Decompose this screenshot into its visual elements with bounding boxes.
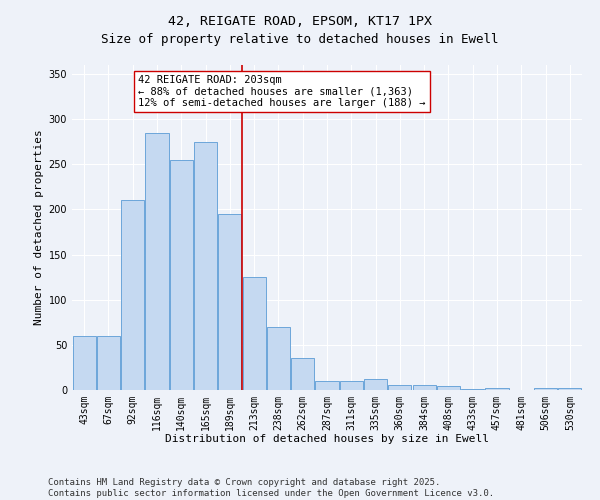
- Bar: [145, 132, 169, 390]
- Bar: [194, 142, 217, 390]
- X-axis label: Distribution of detached houses by size in Ewell: Distribution of detached houses by size …: [165, 434, 489, 444]
- Bar: [388, 384, 412, 390]
- Bar: [485, 388, 509, 390]
- Text: 42 REIGATE ROAD: 203sqm
← 88% of detached houses are smaller (1,363)
12% of semi: 42 REIGATE ROAD: 203sqm ← 88% of detache…: [139, 74, 426, 108]
- Bar: [534, 388, 557, 390]
- Bar: [97, 336, 120, 390]
- Bar: [364, 379, 387, 390]
- Bar: [242, 277, 266, 390]
- Bar: [73, 336, 95, 390]
- Bar: [316, 381, 338, 390]
- Y-axis label: Number of detached properties: Number of detached properties: [34, 130, 44, 326]
- Bar: [267, 327, 290, 390]
- Bar: [340, 381, 363, 390]
- Bar: [413, 386, 436, 390]
- Text: 42, REIGATE ROAD, EPSOM, KT17 1PX: 42, REIGATE ROAD, EPSOM, KT17 1PX: [168, 15, 432, 28]
- Text: Contains HM Land Registry data © Crown copyright and database right 2025.
Contai: Contains HM Land Registry data © Crown c…: [48, 478, 494, 498]
- Bar: [437, 386, 460, 390]
- Bar: [291, 358, 314, 390]
- Bar: [461, 389, 484, 390]
- Bar: [170, 160, 193, 390]
- Text: Size of property relative to detached houses in Ewell: Size of property relative to detached ho…: [101, 32, 499, 46]
- Bar: [121, 200, 144, 390]
- Bar: [559, 388, 581, 390]
- Bar: [218, 214, 241, 390]
